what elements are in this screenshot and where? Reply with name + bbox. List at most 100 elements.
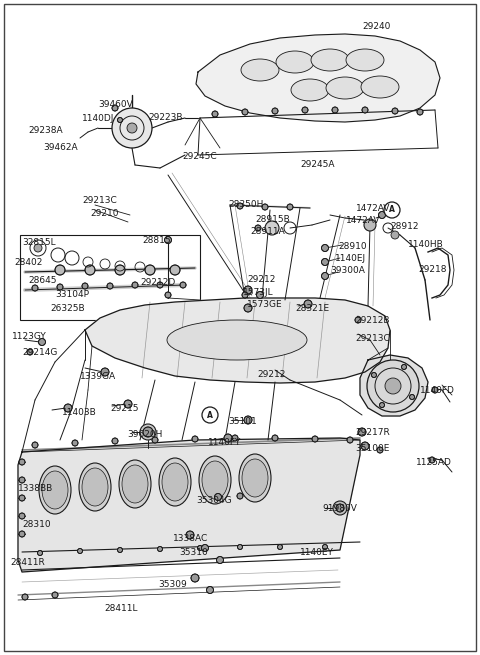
Circle shape [322,272,328,280]
Circle shape [165,236,171,244]
Circle shape [57,284,63,290]
Polygon shape [18,438,360,572]
Circle shape [384,202,400,218]
Circle shape [409,394,415,400]
Text: 29213C: 29213C [82,196,117,205]
Circle shape [417,109,423,115]
Circle shape [118,548,122,553]
Circle shape [192,436,198,442]
Text: 1338BB: 1338BB [18,484,53,493]
Text: 29223B: 29223B [148,113,182,122]
Circle shape [206,586,214,593]
Text: 29218: 29218 [418,265,446,274]
Circle shape [124,400,132,408]
Text: 35309: 35309 [158,580,187,589]
Circle shape [165,292,171,298]
Circle shape [22,594,28,600]
Circle shape [127,123,137,133]
Text: 29212B: 29212B [355,316,389,325]
Ellipse shape [42,471,68,509]
Circle shape [215,493,221,500]
Ellipse shape [239,454,271,502]
Circle shape [362,107,368,113]
Circle shape [244,286,252,294]
Ellipse shape [326,77,364,99]
Text: 1140FY: 1140FY [208,438,241,447]
Polygon shape [196,34,440,122]
Circle shape [323,544,327,550]
Ellipse shape [311,49,349,71]
Text: 26325B: 26325B [50,304,84,313]
Circle shape [304,300,312,308]
Circle shape [19,477,25,483]
Ellipse shape [346,49,384,71]
Circle shape [237,493,243,499]
Circle shape [262,204,268,210]
Circle shape [237,203,243,209]
Bar [20,235,200,320]
Text: 1338AC: 1338AC [173,534,208,543]
Text: 29210: 29210 [90,209,119,218]
Circle shape [191,574,199,582]
Circle shape [186,531,194,539]
Ellipse shape [202,461,228,499]
Circle shape [347,437,353,443]
Text: 1140HB: 1140HB [408,240,444,249]
Circle shape [364,219,376,231]
Circle shape [55,265,65,275]
Circle shape [112,105,118,111]
Text: 28910: 28910 [338,242,367,251]
Text: 28912: 28912 [390,222,419,231]
Text: 28411L: 28411L [104,604,137,613]
Text: 1339GA: 1339GA [80,372,116,381]
Circle shape [432,387,438,393]
Ellipse shape [241,59,279,81]
Circle shape [242,292,248,298]
Text: 28645: 28645 [28,276,57,285]
Polygon shape [360,355,428,416]
Circle shape [380,403,384,407]
Circle shape [157,546,163,552]
Circle shape [64,404,72,412]
Text: 28350H: 28350H [228,200,264,209]
Circle shape [197,546,203,550]
Circle shape [242,109,248,115]
Text: 39460V: 39460V [98,100,133,109]
Circle shape [19,459,25,465]
Circle shape [212,111,218,117]
Circle shape [82,283,88,289]
Text: 1140FD: 1140FD [420,386,455,395]
Text: 29213C: 29213C [355,334,390,343]
Circle shape [32,442,38,448]
Text: 29245A: 29245A [300,160,335,169]
Text: 29212D: 29212D [140,278,175,287]
Text: 29238A: 29238A [28,126,62,135]
Text: 39462A: 39462A [43,143,78,152]
Circle shape [101,368,109,376]
Circle shape [244,416,252,424]
Circle shape [19,531,25,537]
Text: 29212: 29212 [247,275,276,284]
Circle shape [429,457,435,463]
Text: 28911A: 28911A [250,227,285,236]
Ellipse shape [291,79,329,101]
Circle shape [256,291,264,299]
Circle shape [312,436,318,442]
Circle shape [244,304,252,312]
Ellipse shape [122,465,148,503]
Text: 32815L: 32815L [22,238,56,247]
Text: 1123GY: 1123GY [12,332,47,341]
Text: 28402: 28402 [14,258,42,267]
Circle shape [361,442,369,450]
Ellipse shape [276,51,314,73]
Circle shape [238,544,242,550]
Circle shape [72,440,78,446]
Circle shape [272,108,278,114]
Circle shape [202,544,208,552]
Circle shape [107,283,113,289]
Text: 35310: 35310 [179,548,208,557]
Text: 39620H: 39620H [127,430,162,439]
Circle shape [118,117,122,122]
Text: 28411R: 28411R [10,558,45,567]
Text: 1472AV: 1472AV [346,216,380,225]
